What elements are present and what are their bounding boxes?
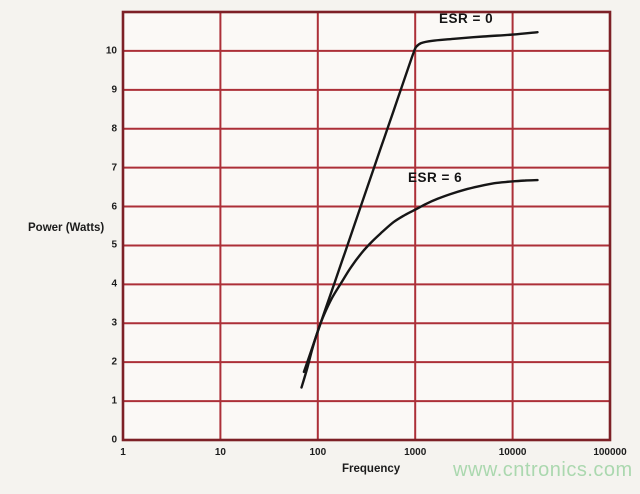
y-tick-label: 4 [111,278,117,290]
y-axis-title: Power (Watts) [28,222,105,234]
plot-area [123,12,610,440]
y-tick-label: 2 [111,356,117,368]
x-axis-title: Frequency [342,463,401,475]
x-tick-label: 100 [309,447,327,458]
watermark: www.cntronics.com [453,459,633,481]
y-tick-label: 1 [111,395,117,407]
y-tick-label: 9 [111,84,117,96]
y-tick-label: 7 [111,162,117,174]
y-tick-label: 8 [111,123,117,135]
y-tick-label: 6 [111,201,117,213]
series-label-esr-0: ESR = 0 [439,11,494,26]
x-tick-label: 100000 [593,447,627,458]
x-tick-label: 10000 [498,447,527,458]
y-tick-label: 10 [105,45,117,57]
y-tick-label: 0 [111,434,117,446]
x-tick-label: 1 [120,447,126,458]
x-tick-label: 1000 [404,447,427,458]
y-tick-label: 5 [111,239,117,251]
y-tick-label: 3 [111,317,117,329]
plot-border [121,10,612,442]
curve-esr-0 [302,31,539,374]
series-label-esr-6: ESR = 6 [408,170,463,185]
x-tick-label: 10 [214,447,226,458]
curve-esr-6 [300,178,539,389]
